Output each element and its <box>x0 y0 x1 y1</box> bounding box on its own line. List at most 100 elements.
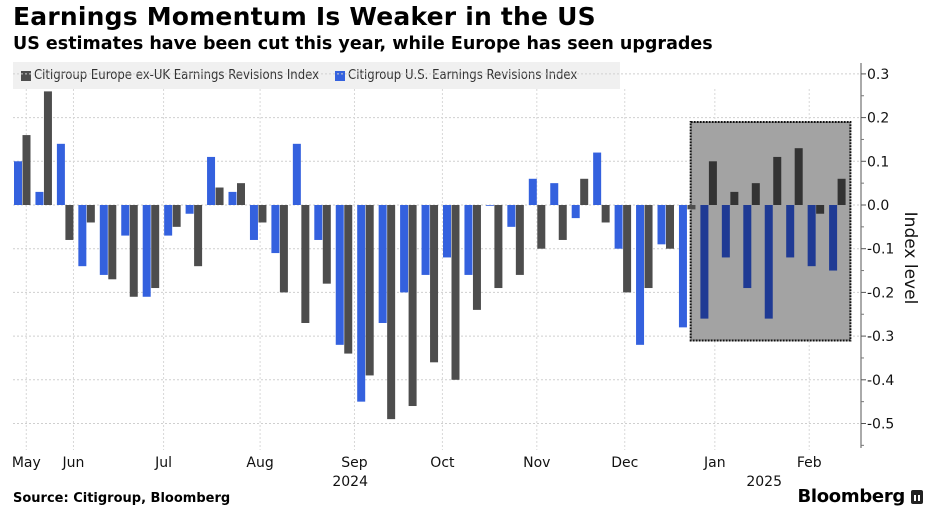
bar-us <box>207 156 216 205</box>
bar-europe <box>279 205 288 293</box>
bar-us <box>528 178 537 205</box>
bar-europe <box>129 205 138 297</box>
bar-europe <box>172 205 181 227</box>
bar-us <box>121 205 130 236</box>
bar-europe <box>365 205 374 376</box>
bar-europe <box>816 205 825 214</box>
bar-us <box>721 205 730 258</box>
bar-europe <box>43 91 52 205</box>
bar-us <box>593 152 602 205</box>
bar-europe <box>580 178 589 205</box>
legend-swatch-europe <box>21 70 31 81</box>
bar-europe <box>65 205 74 240</box>
bar-us <box>485 205 494 206</box>
x-tick-label: May <box>12 455 41 471</box>
bar-us <box>743 205 752 289</box>
legend-item-europe: Citigroup Europe ex-UK Earnings Revision… <box>21 68 319 83</box>
bar-us <box>14 161 22 205</box>
y-tick-label: 0.1 <box>867 154 889 170</box>
bar-us <box>271 205 280 254</box>
y-tick-label: -0.1 <box>867 242 894 258</box>
bar-us <box>657 205 666 245</box>
bar-europe <box>837 178 846 205</box>
legend-label-europe: Citigroup Europe ex-UK Earnings Revision… <box>34 68 320 83</box>
y-tick-label: -0.4 <box>867 373 894 389</box>
chart-title: Earnings Momentum Is Weaker in the US <box>13 2 596 31</box>
bar-europe <box>344 205 353 354</box>
chart-subtitle: US estimates have been cut this year, wh… <box>13 34 713 54</box>
x-tick-label: Oct <box>430 455 455 471</box>
bloomberg-logo: Bloomberg <box>797 486 923 507</box>
bar-europe <box>623 205 632 293</box>
bar-us <box>228 191 237 205</box>
y-tick-label: -0.3 <box>867 329 894 345</box>
bar-europe <box>472 205 481 310</box>
bar-europe <box>430 205 439 363</box>
bar-europe <box>666 205 674 249</box>
bar-europe <box>751 183 760 205</box>
bar-us <box>678 205 687 328</box>
bar-us <box>786 205 795 258</box>
bar-europe <box>515 205 524 275</box>
legend: Citigroup Europe ex-UK Earnings Revision… <box>13 62 620 89</box>
bar-us <box>764 205 773 319</box>
bar-europe <box>387 205 396 420</box>
bar-europe <box>730 191 739 205</box>
bar-europe <box>601 205 610 223</box>
source-note: Source: Citigroup, Bloomberg <box>13 491 231 506</box>
bar-europe <box>644 205 653 289</box>
bar-europe <box>322 205 331 284</box>
bar-europe <box>773 156 782 205</box>
bar-us <box>807 205 816 267</box>
bar-us <box>400 205 409 293</box>
bar-europe <box>558 205 567 240</box>
y-tick-label: 0.0 <box>867 198 889 214</box>
x-tick-label: Jan <box>703 455 726 471</box>
bar-europe <box>708 161 717 205</box>
y-tick-label: -0.2 <box>867 285 894 301</box>
bar-us <box>614 205 623 249</box>
bar-us <box>421 205 430 275</box>
y-axis-title: Index level <box>900 212 920 305</box>
bar-europe <box>108 205 117 280</box>
bar-europe <box>494 205 503 289</box>
bar-us <box>249 205 258 240</box>
bar-europe <box>451 205 460 380</box>
bar-us <box>507 205 516 227</box>
bar-europe <box>215 187 224 205</box>
bar-europe <box>237 183 245 205</box>
bar-us <box>292 143 301 205</box>
bar-europe <box>537 205 546 249</box>
bar-us <box>99 205 108 275</box>
bloomberg-chart-icon <box>911 489 923 504</box>
x-tick-label: Aug <box>246 455 273 471</box>
legend-item-us: Citigroup U.S. Earnings Revisions Index <box>335 68 577 83</box>
bar-us <box>185 205 194 214</box>
bar-us <box>335 205 344 345</box>
x-tick-label: Jun <box>62 455 85 471</box>
bar-us <box>164 205 173 236</box>
legend-label-us: Citigroup U.S. Earnings Revisions Index <box>348 68 578 83</box>
bar-us <box>142 205 151 297</box>
bars <box>14 91 846 420</box>
bar-europe <box>22 135 31 205</box>
x-tick-label: Feb <box>797 455 822 471</box>
y-tick-label: 0.3 <box>867 67 889 83</box>
bar-europe <box>794 148 803 205</box>
bar-us <box>464 205 473 275</box>
legend-swatch-us <box>335 70 346 81</box>
bar-us <box>78 205 87 267</box>
bar-us <box>35 191 44 205</box>
x-year-label: 2025 <box>746 474 782 490</box>
y-axis: 0.3 0.2 0.1 0.0 -0.1 -0.2 -0.3 -0.4 -0.5 Index le… <box>860 63 920 448</box>
bar-us <box>357 205 366 402</box>
bar-us <box>829 205 838 271</box>
bar-us <box>636 205 645 345</box>
bar-us <box>443 205 451 258</box>
bar-europe <box>194 205 203 267</box>
bar-us <box>550 183 559 205</box>
x-year-label: 2024 <box>332 474 368 490</box>
brand-text: Bloomberg <box>797 486 905 507</box>
bar-europe <box>687 205 696 210</box>
